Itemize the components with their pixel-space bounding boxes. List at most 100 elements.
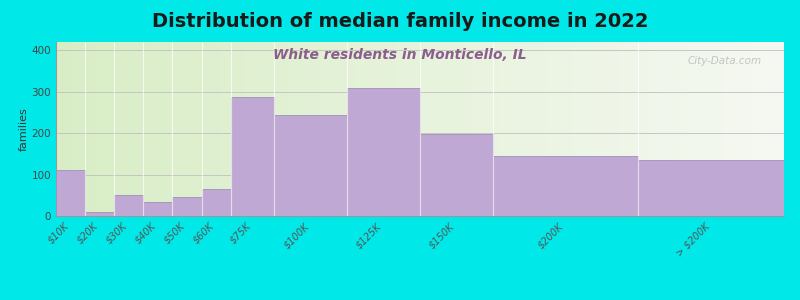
Bar xyxy=(248,42,250,216)
Bar xyxy=(226,42,228,216)
Bar xyxy=(551,42,554,216)
Bar xyxy=(90,42,93,216)
Text: Distribution of median family income in 2022: Distribution of median family income in … xyxy=(152,12,648,31)
Bar xyxy=(394,42,396,216)
Bar xyxy=(386,42,389,216)
Bar xyxy=(155,42,158,216)
Bar xyxy=(102,42,105,216)
Bar xyxy=(706,42,709,216)
Bar xyxy=(347,88,420,216)
Bar xyxy=(772,42,774,216)
Bar xyxy=(347,42,350,216)
Bar xyxy=(646,42,648,216)
Bar xyxy=(413,42,415,216)
Bar xyxy=(340,42,342,216)
Bar xyxy=(526,42,530,216)
Bar xyxy=(209,42,211,216)
Bar xyxy=(648,42,650,216)
Bar xyxy=(246,42,248,216)
Bar xyxy=(190,42,192,216)
Bar xyxy=(143,202,173,216)
Bar xyxy=(546,42,549,216)
Bar xyxy=(384,42,386,216)
Bar xyxy=(672,42,674,216)
Bar xyxy=(597,42,599,216)
Bar xyxy=(173,42,175,216)
Bar xyxy=(694,42,697,216)
Bar xyxy=(665,42,667,216)
Bar xyxy=(345,42,347,216)
Bar xyxy=(539,42,542,216)
Bar xyxy=(258,42,260,216)
Bar xyxy=(262,42,265,216)
Bar xyxy=(745,42,747,216)
Bar xyxy=(747,42,750,216)
Bar xyxy=(692,42,694,216)
Bar xyxy=(274,115,347,216)
Bar xyxy=(362,42,364,216)
Bar xyxy=(187,42,190,216)
Bar xyxy=(143,42,146,216)
Bar xyxy=(690,42,692,216)
Bar xyxy=(235,42,238,216)
Bar xyxy=(500,42,502,216)
Bar xyxy=(714,42,716,216)
Bar xyxy=(607,42,610,216)
Bar xyxy=(233,42,235,216)
Bar xyxy=(699,42,702,216)
Bar xyxy=(150,42,153,216)
Bar xyxy=(68,42,70,216)
Bar xyxy=(129,42,131,216)
Bar xyxy=(641,42,643,216)
Bar xyxy=(158,42,160,216)
Bar xyxy=(126,42,129,216)
Bar xyxy=(537,42,539,216)
Bar xyxy=(449,42,451,216)
Bar xyxy=(568,42,570,216)
Bar xyxy=(711,42,714,216)
Bar xyxy=(359,42,362,216)
Bar xyxy=(308,42,310,216)
Bar xyxy=(446,42,449,216)
Bar xyxy=(774,42,777,216)
Bar xyxy=(755,42,758,216)
Bar xyxy=(514,42,517,216)
Bar xyxy=(617,42,619,216)
Bar xyxy=(466,42,469,216)
Bar xyxy=(622,42,624,216)
Bar xyxy=(58,42,61,216)
Bar xyxy=(369,42,371,216)
Bar xyxy=(730,42,733,216)
Bar xyxy=(80,42,82,216)
Bar xyxy=(602,42,605,216)
Bar xyxy=(418,42,420,216)
Bar xyxy=(634,42,636,216)
Bar xyxy=(206,42,209,216)
Bar xyxy=(592,42,594,216)
Bar xyxy=(464,42,466,216)
Bar xyxy=(66,42,68,216)
Bar xyxy=(330,42,333,216)
Bar xyxy=(117,42,119,216)
Bar xyxy=(366,42,369,216)
Bar xyxy=(733,42,735,216)
Bar xyxy=(134,42,136,216)
Bar xyxy=(230,42,233,216)
Bar xyxy=(182,42,185,216)
Bar xyxy=(580,42,582,216)
Bar xyxy=(742,42,745,216)
Bar xyxy=(316,42,318,216)
Bar xyxy=(192,42,194,216)
Bar xyxy=(658,42,660,216)
Bar xyxy=(502,42,505,216)
Bar xyxy=(136,42,138,216)
Bar xyxy=(682,42,685,216)
Bar xyxy=(680,42,682,216)
Bar xyxy=(326,42,328,216)
Bar xyxy=(223,42,226,216)
Bar xyxy=(667,42,670,216)
Bar xyxy=(100,42,102,216)
Bar xyxy=(728,42,730,216)
Bar xyxy=(481,42,483,216)
Bar xyxy=(495,42,498,216)
